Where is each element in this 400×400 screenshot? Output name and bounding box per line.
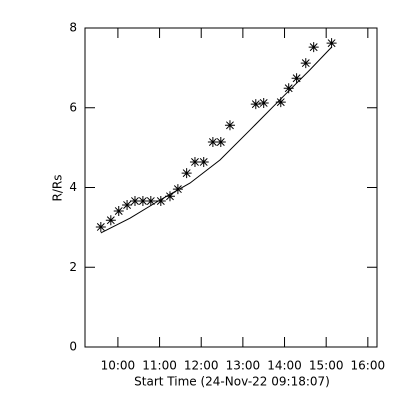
asterisk-point [129,196,140,207]
asterisk-point [198,156,209,167]
x-tick-label: 15:00 [309,359,344,373]
asterisk-point [145,196,156,207]
asterisk-point [275,97,286,108]
y-tick-label: 2 [69,260,77,274]
asterisk-point [326,38,337,49]
asterisk-point [258,97,269,108]
fit-line [100,46,332,234]
asterisk-point [155,196,166,207]
x-axis-label: Start Time (24-Nov-22 09:18:07) [134,375,330,389]
x-tick-label: 10:00 [101,359,136,373]
asterisk-point [172,184,183,195]
asterisk-point [137,196,148,207]
asterisk-point [122,200,133,211]
x-tick-label: 16:00 [351,359,386,373]
asterisk-point [291,73,302,84]
asterisk-point [95,221,106,232]
x-tick-label: 11:00 [142,359,177,373]
asterisk-point [181,168,192,179]
x-tick-label: 13:00 [226,359,261,373]
y-tick-label: 0 [69,340,77,354]
plot-frame [84,27,378,348]
asterisk-point [207,137,218,148]
asterisk-point [300,58,311,69]
y-axis-label: R/Rs [51,175,65,202]
asterisk-point [283,83,294,94]
y-tick-label: 8 [69,21,77,35]
x-tick-label: 12:00 [184,359,219,373]
asterisk-point [105,215,116,226]
asterisk-point [224,120,235,131]
asterisk-point [308,42,319,53]
asterisk-point [250,99,261,110]
y-tick-label: 4 [69,180,77,194]
y-tick-label: 6 [69,100,77,114]
asterisk-point [113,206,124,217]
asterisk-point [189,156,200,167]
asterisk-point [164,191,175,202]
x-tick-label: 14:00 [267,359,302,373]
asterisk-point [215,137,226,148]
